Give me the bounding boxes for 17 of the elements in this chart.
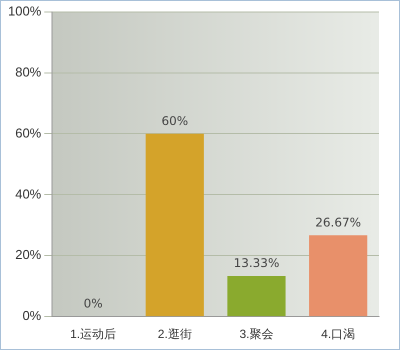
data-label: 0% — [84, 296, 103, 311]
data-label: 60% — [161, 114, 188, 128]
y-tick-label: 80% — [15, 64, 42, 80]
bar — [146, 134, 204, 316]
x-tick-label: 2.逛街 — [158, 327, 192, 342]
y-tick-label: 100% — [8, 3, 42, 18]
data-label: 26.67% — [315, 215, 362, 230]
y-tick-label: 40% — [15, 186, 42, 202]
bar — [309, 235, 368, 316]
bar — [227, 276, 286, 316]
y-tick-label: 0% — [22, 308, 42, 324]
data-label: 13.33% — [234, 256, 280, 270]
y-tick-label: 60% — [15, 125, 42, 140]
x-tick-label: 4.口渴 — [321, 327, 356, 342]
x-tick-label: 3.聚会 — [239, 327, 274, 342]
x-tick-label: 1.运动后 — [70, 327, 116, 342]
y-tick-label: 20% — [15, 247, 42, 262]
